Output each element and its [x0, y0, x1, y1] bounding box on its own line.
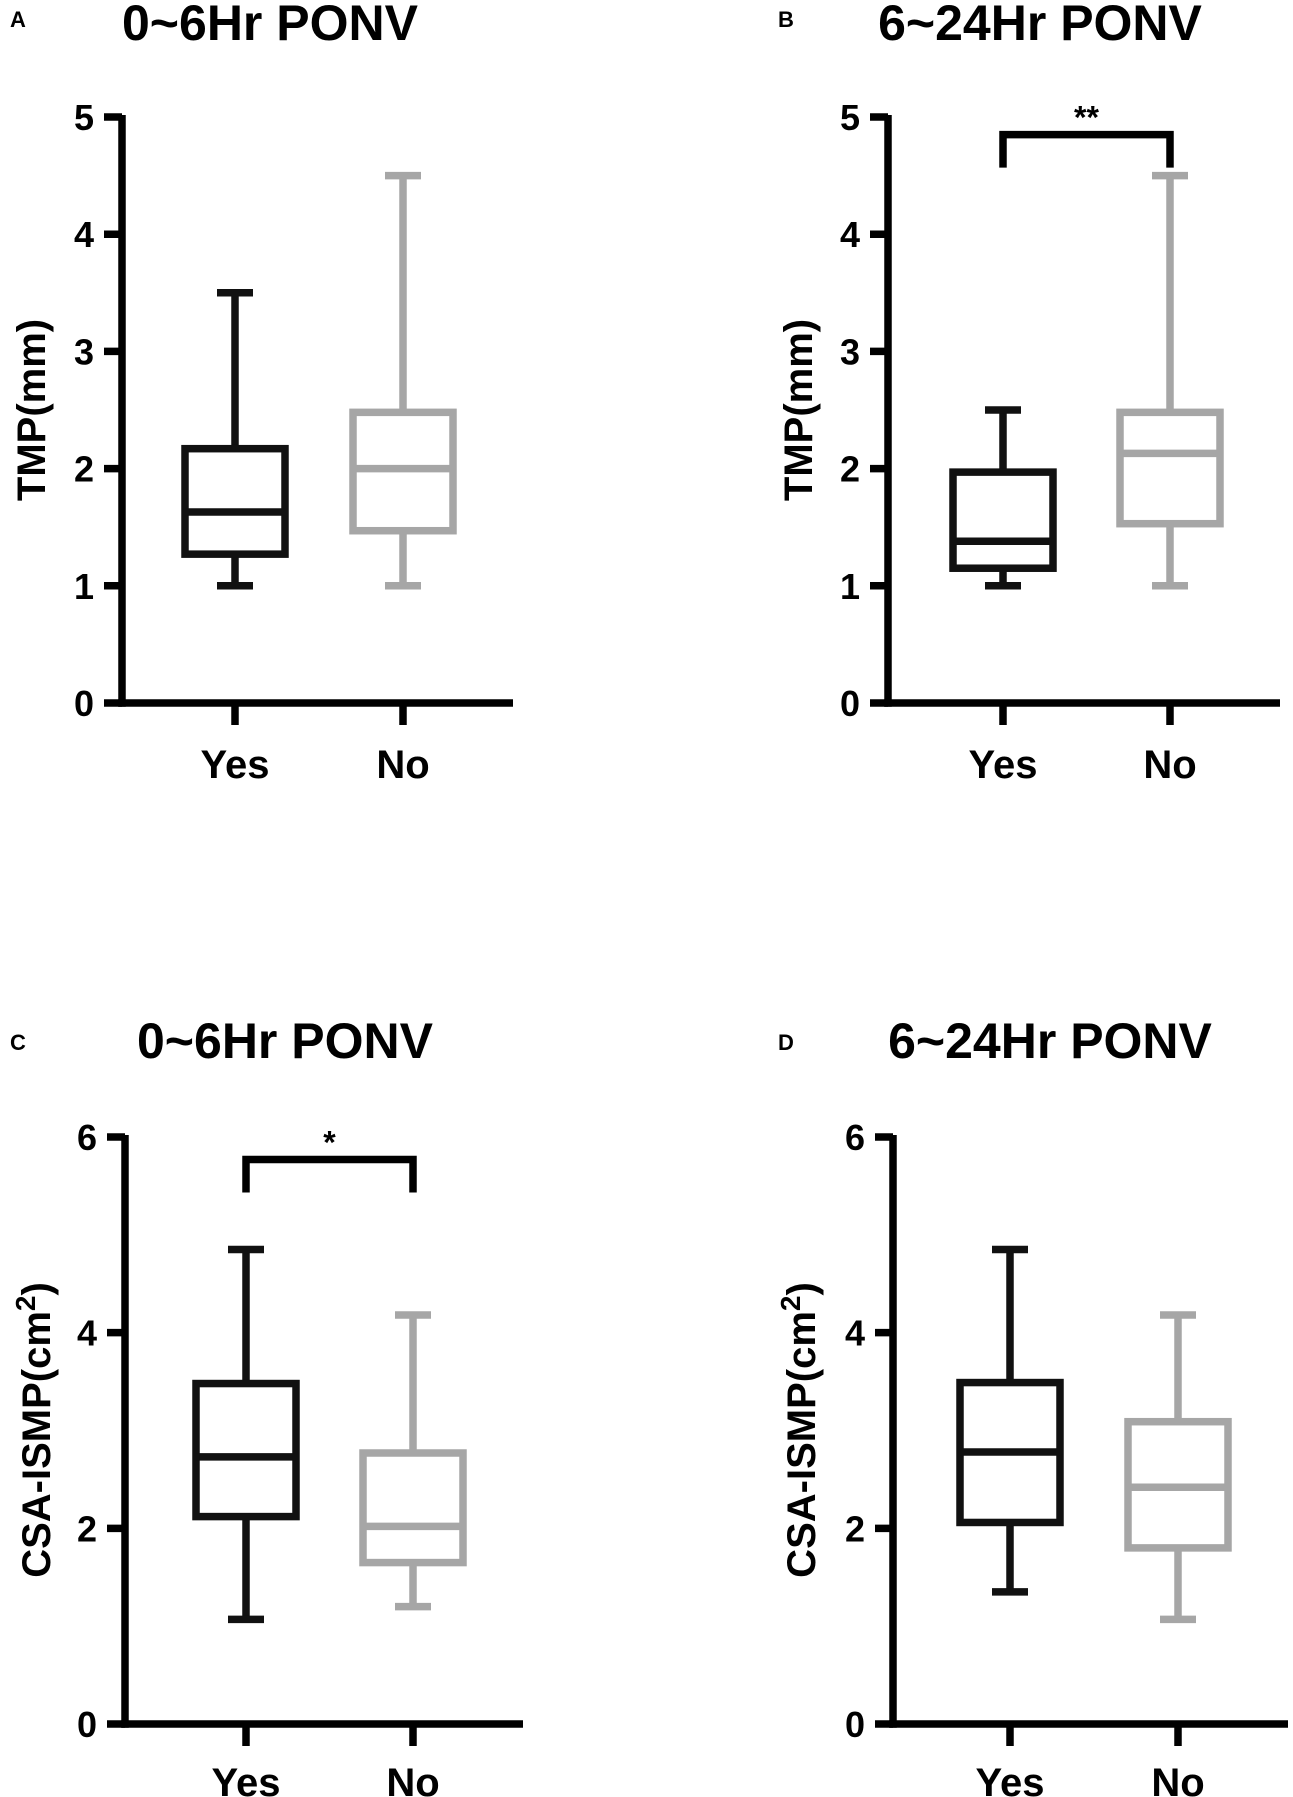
x-tick-label: Yes: [969, 743, 1038, 787]
plot-area: 0 1 2 3 4 5 Yes No TMP(mm) **: [777, 97, 1280, 787]
iqr-box: [181, 444, 289, 558]
y-tick-label: 2: [840, 449, 860, 490]
x-tick-label: No: [1143, 743, 1196, 787]
y-tick-label: 2: [77, 1508, 97, 1549]
plot-area: 0 2 4 6 Yes No CSA-ISMP(cm2): [775, 1117, 1288, 1797]
x-tick-label: No: [376, 743, 429, 787]
significance-label: **: [1074, 100, 1099, 136]
y-tick-label: 2: [845, 1508, 865, 1549]
plot-area: 0 1 2 3 4 5 Yes No TMP(mm): [10, 97, 513, 787]
y-tick-label: 1: [74, 566, 94, 607]
y-tick-label: 5: [840, 97, 860, 138]
chart-title: 6~24Hr PONV: [878, 0, 1202, 51]
y-tick-label: 0: [74, 683, 94, 724]
panel-a: A 0~6Hr PONV 0 1 2 3 4 5 Yes No TMP(mm): [10, 0, 513, 787]
y-tick-label: 1: [840, 566, 860, 607]
significance-bracket: [999, 130, 1174, 168]
iqr-box: [359, 1449, 467, 1567]
chart-title: 6~24Hr PONV: [888, 1013, 1212, 1069]
y-axis-label: TMP(mm): [777, 319, 821, 501]
x-tick-label: Yes: [976, 1761, 1045, 1797]
significance-label: *: [323, 1125, 336, 1161]
plot-area: 0 2 4 6 Yes No CSA-ISMP(cm2) *: [10, 1117, 523, 1797]
y-tick-label: 6: [845, 1117, 865, 1158]
iqr-box: [192, 1379, 300, 1521]
y-tick-label: 4: [840, 214, 860, 255]
box-yes: [192, 1245, 300, 1624]
y-tick-label: 5: [74, 97, 94, 138]
significance-bracket: [242, 1155, 417, 1193]
y-tick-label: 4: [74, 214, 94, 255]
x-tick-label: No: [1151, 1761, 1204, 1797]
panel-d: D 6~24Hr PONV 0 2 4 6 Yes No CSA-ISMP(cm2): [775, 1013, 1288, 1797]
y-axis-label: CSA-ISMP(cm2): [775, 1282, 825, 1578]
box-no: [1116, 171, 1224, 590]
y-tick-label: 0: [840, 683, 860, 724]
y-tick-label: 0: [77, 1704, 97, 1745]
y-axis-label: CSA-ISMP(cm2): [10, 1282, 60, 1578]
y-tick-label: 3: [74, 331, 94, 372]
y-tick-label: 0: [845, 1704, 865, 1745]
y-tick-label: 3: [840, 331, 860, 372]
panel-letter: A: [10, 7, 26, 32]
panel-letter: D: [778, 1030, 794, 1055]
panel-b: B 6~24Hr PONV 0 1 2 3 4 5 Yes No TMP(mm) **: [777, 0, 1280, 787]
box-yes: [956, 1245, 1064, 1596]
y-axis-label: TMP(mm): [10, 319, 54, 501]
x-tick-label: Yes: [201, 743, 270, 787]
box-no: [1124, 1311, 1232, 1624]
iqr-box: [1116, 408, 1224, 528]
panel-letter: C: [10, 1030, 26, 1055]
chart-title: 0~6Hr PONV: [137, 1013, 434, 1069]
box-no: [359, 1311, 467, 1611]
chart-title: 0~6Hr PONV: [122, 0, 419, 51]
panel-letter: B: [778, 7, 794, 32]
box-yes: [949, 406, 1057, 590]
iqr-box: [949, 468, 1057, 572]
box-no: [349, 171, 457, 590]
x-tick-label: No: [386, 1761, 439, 1797]
y-tick-label: 4: [77, 1313, 97, 1354]
panel-c: C 0~6Hr PONV 0 2 4 6 Yes No CSA-ISMP(cm2) *: [10, 1013, 523, 1797]
y-tick-label: 2: [74, 449, 94, 490]
x-tick-label: Yes: [212, 1761, 281, 1797]
y-tick-label: 6: [77, 1117, 97, 1158]
box-yes: [181, 289, 289, 590]
y-tick-label: 4: [845, 1313, 865, 1354]
